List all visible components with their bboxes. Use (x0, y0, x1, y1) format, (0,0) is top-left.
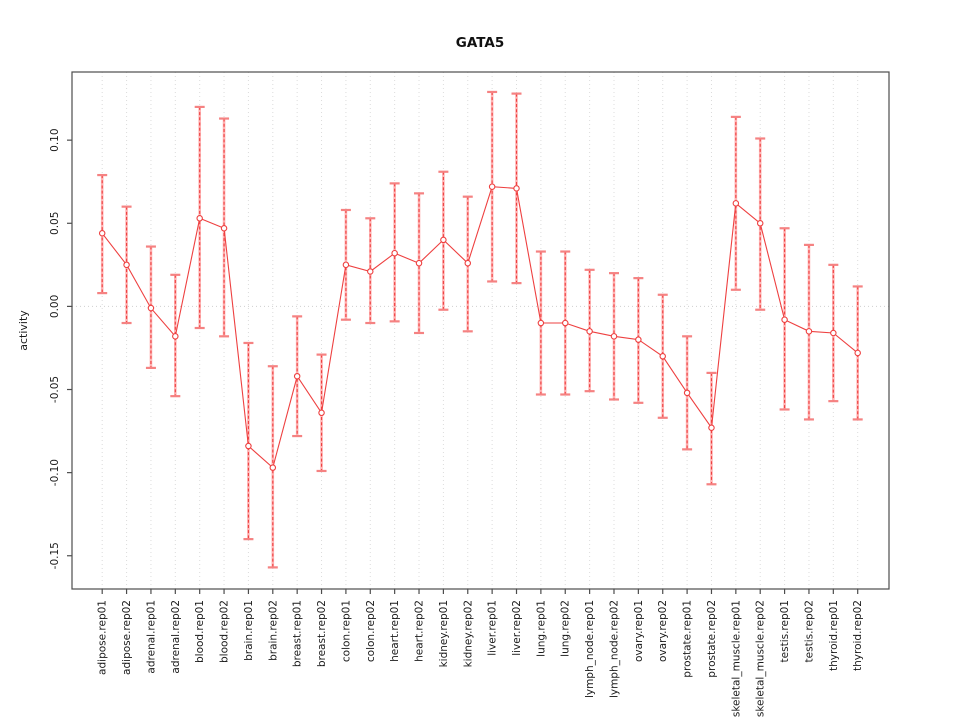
x-tick-label: lung.rep02 (560, 600, 572, 657)
x-tick-label: blood.rep02 (219, 600, 231, 663)
x-tick-label: colon.rep02 (365, 600, 377, 662)
data-point-marker (318, 409, 325, 417)
y-tick-label: -0.05 (49, 376, 61, 403)
data-point-marker (147, 304, 155, 312)
data-point-marker (367, 268, 374, 275)
x-tick-label: heart.rep01 (389, 600, 401, 662)
series-line (101, 186, 859, 469)
x-tick-label: adrenal.rep02 (170, 600, 182, 674)
x-tick-label: breast.rep02 (316, 600, 328, 667)
y-tick-label: -0.10 (49, 459, 61, 486)
data-point-marker (781, 316, 788, 323)
x-tick-label: prostate.rep01 (682, 600, 694, 678)
y-axis-label: activity (17, 310, 30, 351)
data-point-marker (440, 236, 447, 244)
data-point-marker (635, 336, 642, 343)
data-point-marker (537, 319, 545, 327)
data-point-marker (756, 220, 764, 227)
data-point-marker (293, 372, 301, 380)
x-tick-label: blood.rep01 (194, 600, 206, 663)
data-point-marker (245, 442, 252, 450)
x-tick-label: kidney.rep02 (462, 600, 474, 667)
y-tick-label: 0.05 (49, 212, 61, 235)
x-tick-label: adipose.rep02 (121, 600, 133, 675)
data-point-marker (659, 353, 666, 360)
x-tick-label: skeletal_muscle.rep01 (730, 600, 742, 717)
x-tick-label: thyroid.rep01 (828, 600, 840, 671)
x-tick-label: skeletal_muscle.rep02 (755, 600, 767, 717)
x-tick-label: lymph_node.rep01 (584, 600, 596, 698)
data-point-marker (513, 185, 520, 192)
x-tick-label: breast.rep01 (292, 600, 304, 667)
data-point-marker (708, 424, 715, 431)
plot-area: 0.10 0.05 0.00 -0.05 -0.10 -0.15 adipose.rep01… (49, 71, 890, 717)
data-point-marker (805, 328, 813, 335)
y-tick-label: 0.00 (49, 295, 61, 318)
data-point-marker (391, 249, 398, 257)
x-tick-label: colon.rep01 (340, 600, 352, 662)
data-point-marker (196, 215, 203, 222)
data-point-marker (342, 261, 350, 269)
data-point-marker (172, 333, 179, 340)
x-tick-label: thyroid.rep02 (852, 600, 864, 671)
x-tick-label: brain.rep01 (243, 600, 255, 661)
y-tick-label: -0.15 (49, 542, 61, 569)
x-tick-label: adrenal.rep01 (145, 600, 157, 674)
plot-frame (71, 71, 890, 590)
chart-title: GATA5 (456, 35, 504, 51)
data-point-marker (123, 261, 130, 269)
x-tick-label: kidney.rep01 (438, 600, 450, 667)
data-point-marker (415, 259, 423, 267)
x-tick-label: ovary.rep01 (633, 600, 645, 662)
data-point-marker (488, 183, 496, 190)
x-tick-label: liver.rep02 (511, 600, 523, 656)
x-tick-label: lymph_node.rep02 (608, 600, 620, 698)
x-tick-label: adipose.rep01 (97, 600, 109, 675)
data-point-marker (220, 225, 228, 232)
data-point-marker (683, 389, 691, 397)
x-tick-label: lung.rep01 (535, 600, 547, 657)
data-point-marker (854, 349, 861, 357)
y-tick-label: 0.10 (49, 128, 61, 151)
data-point-marker (561, 319, 569, 327)
data-point-marker (830, 329, 837, 337)
data-point-marker (269, 464, 277, 471)
x-tick-label: testis.rep01 (779, 600, 791, 662)
data-point-marker (464, 259, 472, 267)
x-tick-label: testis.rep02 (803, 600, 815, 662)
data-point-marker (586, 328, 593, 335)
data-point-marker (98, 230, 106, 237)
x-tick-label: heart.rep02 (414, 600, 426, 662)
data-point-marker (610, 333, 618, 340)
x-tick-label: ovary.rep02 (657, 600, 669, 662)
x-tick-label: brain.rep02 (267, 600, 279, 661)
data-point-marker (732, 200, 740, 207)
x-tick-label: liver.rep01 (487, 600, 499, 656)
x-tick-label: prostate.rep02 (706, 600, 718, 678)
